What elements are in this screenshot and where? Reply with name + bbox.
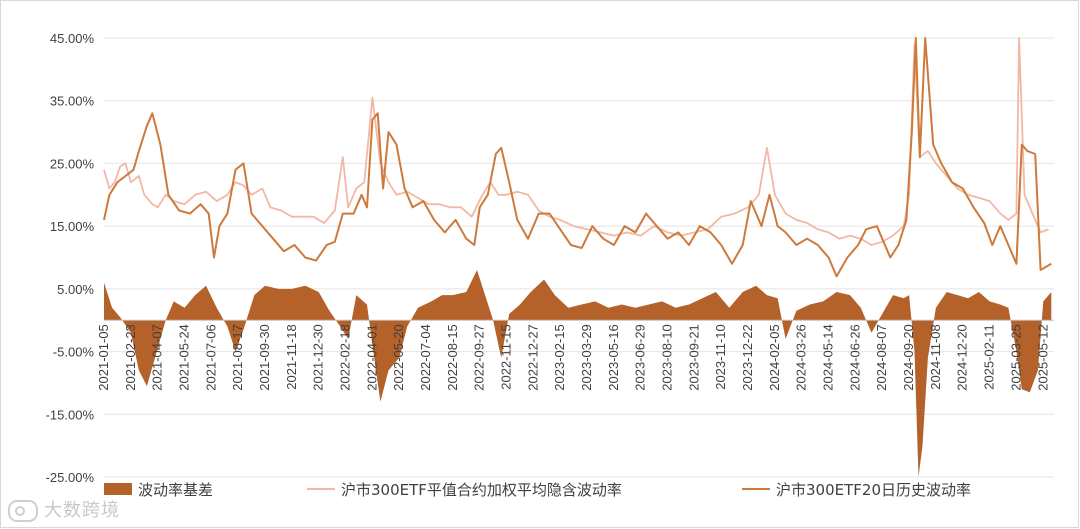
y-tick-label: 5.00% — [57, 282, 94, 297]
watermark: 大数跨境 — [8, 496, 120, 522]
legend-swatch — [104, 483, 132, 495]
x-tick-label: 2024-09-20 — [901, 324, 916, 391]
x-tick-label: 2024-11-08 — [928, 324, 943, 390]
y-tick-label: 15.00% — [50, 219, 95, 234]
legend: 波动率基差 沪市300ETF平值合约加权平均隐含波动率 沪市300ETF20日历史波… — [104, 481, 971, 499]
x-tick-label: 2023-08-10 — [660, 324, 675, 391]
x-tick-label: 2024-05-14 — [821, 324, 836, 391]
y-tick-label: 25.00% — [50, 156, 95, 171]
x-tick-label: 2022-09-27 — [472, 324, 487, 391]
x-axis: 2021-01-05 2021-02-23 2021-04-07 2021-05-24… — [96, 324, 1050, 391]
x-tick-label: 2023-12-22 — [740, 324, 755, 391]
x-tick-label: 2022-12-27 — [525, 324, 540, 391]
x-tick-label: 2024-03-26 — [794, 324, 809, 391]
y-tick-label: 45.00% — [50, 31, 95, 46]
x-tick-label: 2022-07-04 — [418, 324, 433, 391]
x-tick-label: 2023-05-16 — [606, 324, 621, 391]
x-tick-label: 2023-09-21 — [686, 324, 701, 391]
x-tick-label: 2021-07-06 — [203, 324, 218, 391]
y-tick-label: -5.00% — [53, 345, 95, 360]
x-tick-label: 2021-11-18 — [284, 324, 299, 390]
x-tick-label: 2023-06-29 — [633, 324, 648, 391]
x-tick-label: 2022-08-15 — [445, 324, 460, 391]
legend-label: 沪市300ETF平值合约加权平均隐含波动率 — [341, 481, 622, 499]
x-tick-label: 2021-04-07 — [150, 324, 165, 391]
x-tick-label: 2024-12-20 — [955, 324, 970, 391]
x-tick-label: 2023-03-29 — [579, 324, 594, 391]
x-tick-label: 2022-02-18 — [338, 324, 353, 391]
y-tick-label: -25.00% — [46, 470, 95, 485]
watermark-text: 大数跨境 — [44, 500, 120, 521]
volatility-lines — [103, 37, 1052, 278]
y-tick-label: 35.00% — [50, 94, 95, 109]
x-tick-label: 2021-08-17 — [230, 324, 245, 391]
legend-label: 沪市300ETF20日历史波动率 — [776, 481, 971, 499]
x-tick-label: 2023-11-10 — [713, 324, 728, 390]
x-tick-label: 2024-08-07 — [874, 324, 889, 391]
legend-label: 波动率基差 — [138, 481, 213, 499]
x-tick-label: 2022-11-15 — [499, 324, 514, 390]
volatility-basis-area — [104, 270, 1052, 477]
historical-volatility-line — [103, 37, 1052, 278]
x-tick-label: 2023-02-15 — [552, 324, 567, 391]
x-tick-label: 2025-03-25 — [1008, 324, 1023, 391]
x-tick-label: 2021-09-30 — [257, 324, 272, 391]
y-tick-label: -15.00% — [46, 407, 95, 422]
watermark-logo-icon — [8, 500, 38, 522]
x-tick-label: 2021-01-05 — [96, 324, 111, 391]
x-tick-label: 2022-04-01 — [364, 324, 379, 391]
x-tick-label: 2025-05-12 — [1035, 324, 1050, 391]
x-tick-label: 2021-05-24 — [177, 324, 192, 391]
x-tick-label: 2024-06-26 — [847, 324, 862, 391]
y-axis: 45.00% 35.00% 25.00% 15.00% 5.00% -5.00% -15.0… — [46, 31, 1054, 485]
volatility-basis-area-shape — [104, 270, 1052, 477]
x-tick-label: 2021-12-30 — [311, 324, 326, 391]
x-tick-label: 2025-02-11 — [982, 324, 997, 390]
x-tick-label: 2024-02-05 — [767, 324, 782, 391]
x-tick-label: 2022-05-20 — [391, 324, 406, 391]
x-tick-label: 2021-02-23 — [123, 324, 138, 391]
